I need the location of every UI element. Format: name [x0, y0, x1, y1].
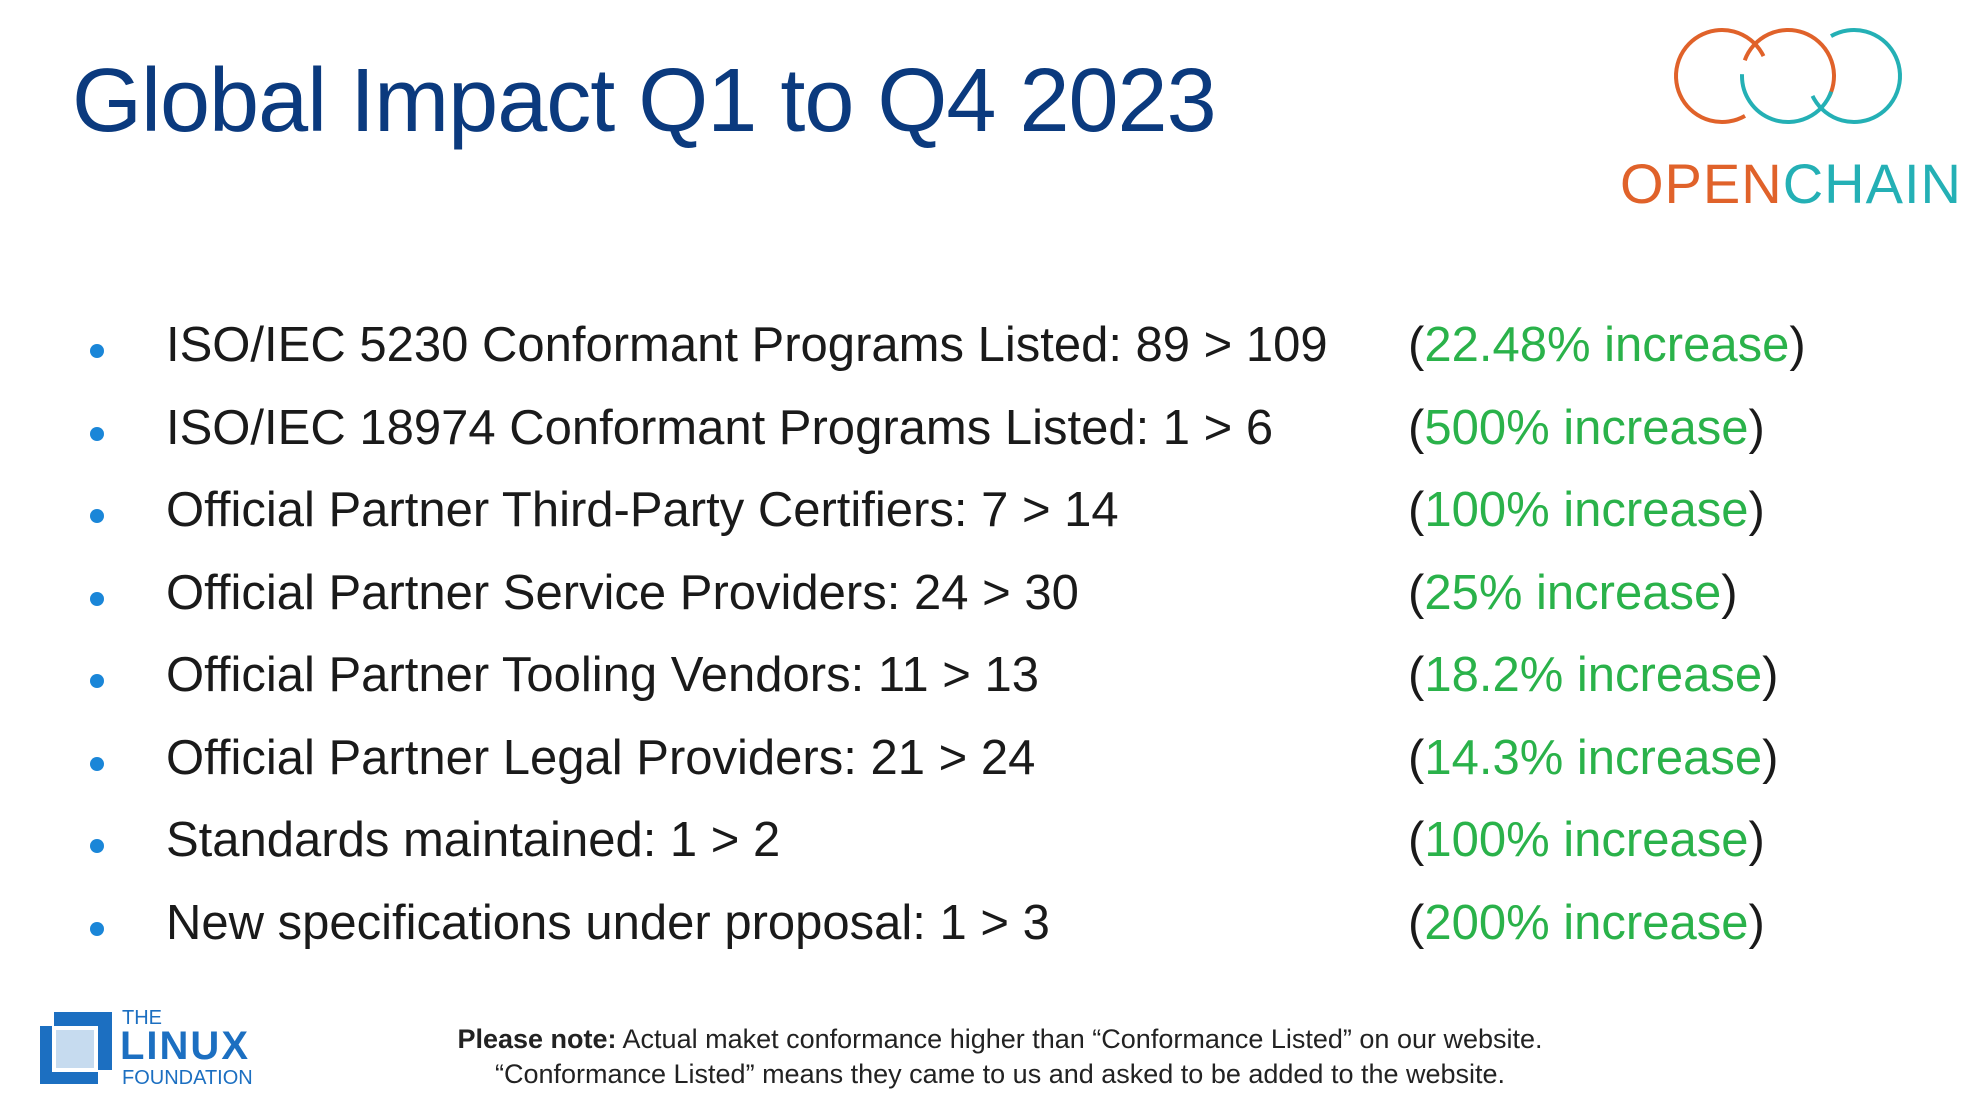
bullet-icon — [90, 756, 104, 771]
stat-change: (14.3% increase) — [1408, 730, 1779, 785]
stat-change-value: 14.3% increase — [1424, 730, 1763, 785]
bullet-icon — [90, 426, 104, 441]
stat-label: Official Partner Service Providers: 24 >… — [166, 565, 1079, 620]
footnote-line-1: Please note: Actual maket conformance hi… — [360, 1022, 1640, 1057]
footnote: Please note: Actual maket conformance hi… — [360, 1022, 1640, 1092]
bullet-icon — [90, 839, 104, 853]
stat-change-value: 200% increase — [1424, 895, 1749, 950]
stat-change-value: 500% increase — [1424, 400, 1749, 455]
stat-label: Official Partner Tooling Vendors: 11 > 1… — [166, 648, 1040, 702]
stat-label: ISO/IEC 18974 Conformant Programs Listed… — [166, 400, 1274, 455]
openchain-wordmark: OPENCHAIN — [1620, 156, 1962, 212]
stat-label: Standards maintained: 1 > 2 — [166, 813, 781, 867]
stat-row: Official Partner Legal Providers: 21 > 2… — [90, 723, 1910, 806]
lf-foundation: FOUNDATION — [122, 1067, 253, 1089]
stat-change-value: 25% increase — [1424, 565, 1722, 620]
stat-label: New specifications under proposal: 1 > 3 — [166, 895, 1050, 950]
stat-change-value: 100% increase — [1424, 813, 1749, 867]
stat-change: (100% increase) — [1408, 813, 1765, 867]
stat-change: (100% increase) — [1408, 483, 1765, 537]
stat-change: (500% increase) — [1408, 400, 1765, 455]
stat-change: (200% increase) — [1408, 895, 1765, 950]
linux-foundation-mark-icon — [40, 1012, 112, 1084]
stat-row: ISO/IEC 18974 Conformant Programs Listed… — [90, 393, 1910, 476]
openchain-rings-icon — [1674, 28, 1902, 125]
bullet-icon — [90, 674, 104, 688]
stat-label: Official Partner Third-Party Certifiers:… — [166, 483, 1119, 537]
footnote-line-1-text: Actual maket conformance higher than “Co… — [616, 1024, 1543, 1054]
wordmark-chain: CHAIN — [1782, 152, 1962, 215]
bullet-icon — [90, 344, 104, 358]
stat-change: (25% increase) — [1408, 565, 1738, 620]
stat-change-value: 22.48% increase — [1424, 318, 1790, 372]
linux-foundation-logo: THE LINUX FOUNDATION — [40, 1008, 280, 1088]
stat-change: (22.48% increase) — [1408, 318, 1806, 372]
stat-change: (18.2% increase) — [1408, 648, 1779, 702]
openchain-logo: OPENCHAIN — [1610, 18, 1970, 218]
bullet-icon — [90, 921, 104, 936]
wordmark-open: OPEN — [1620, 152, 1783, 215]
stat-change-value: 18.2% increase — [1424, 648, 1763, 702]
slide-title: Global Impact Q1 to Q4 2023 — [72, 51, 1217, 151]
stat-row: ISO/IEC 5230 Conformant Programs Listed:… — [90, 310, 1910, 393]
bullet-icon — [90, 591, 104, 606]
lf-linux: LINUX — [120, 1024, 250, 1068]
footnote-line-2: “Conformance Listed” means they came to … — [494, 1059, 1506, 1089]
stat-label: ISO/IEC 5230 Conformant Programs Listed:… — [166, 318, 1328, 372]
stat-row: Official Partner Tooling Vendors: 11 > 1… — [90, 640, 1910, 723]
lf-the: THE — [122, 1007, 162, 1029]
stat-row: Official Partner Third-Party Certifiers:… — [90, 475, 1910, 558]
footnote-note-label: Please note: — [457, 1024, 617, 1054]
stat-row: Standards maintained: 1 > 2 (100% increa… — [90, 805, 1910, 888]
stat-change-value: 100% increase — [1424, 483, 1749, 537]
stat-label: Official Partner Legal Providers: 21 > 2… — [166, 730, 1036, 785]
stat-row: New specifications under proposal: 1 > 3… — [90, 888, 1910, 971]
bullet-icon — [90, 509, 104, 523]
stats-list: ISO/IEC 5230 Conformant Programs Listed:… — [90, 310, 1910, 970]
stat-row: Official Partner Service Providers: 24 >… — [90, 558, 1910, 641]
